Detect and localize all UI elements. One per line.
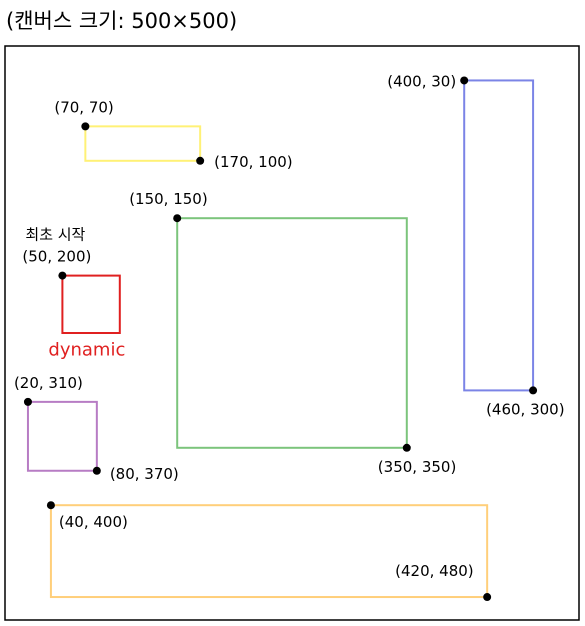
rect-purple xyxy=(26,400,98,472)
rect-yellow xyxy=(84,125,202,162)
canvas-size-title: (캔버스 크기: 500×500) xyxy=(6,9,238,33)
canvas-border xyxy=(4,45,580,621)
label-green-top-left: (150, 150) xyxy=(129,190,208,208)
point-yellow-top-left xyxy=(81,122,90,131)
rect-red xyxy=(61,274,121,335)
point-yellow-bottom-right xyxy=(196,156,205,165)
point-purple-top-left xyxy=(23,397,32,406)
point-green-top-left xyxy=(173,214,182,223)
point-green-bottom-right xyxy=(402,443,411,452)
point-purple-bottom-right xyxy=(92,466,101,475)
rect-blue xyxy=(463,79,535,392)
point-blue-top-left xyxy=(460,76,469,85)
shape-layer: (70, 70) (170, 100) (400, 30) (460, 300) (15… xyxy=(14,72,565,602)
caption-red-start: 최초 시작 xyxy=(25,226,85,244)
label-green-bottom-right: (350, 350) xyxy=(378,458,457,476)
point-orange-bottom-right xyxy=(483,593,492,602)
label-red-top-left: (50, 200) xyxy=(22,248,91,266)
point-orange-top-left xyxy=(46,501,55,510)
label-blue-bottom-right: (460, 300) xyxy=(486,400,565,418)
label-purple-bottom-right: (80, 370) xyxy=(110,465,179,483)
label-purple-top-left: (20, 310) xyxy=(14,374,83,392)
label-blue-top-left: (400, 30) xyxy=(387,72,456,90)
caption-red-dynamic: dynamic xyxy=(48,340,125,361)
point-red-top-left xyxy=(58,271,67,280)
label-orange-bottom-right: (420, 480) xyxy=(395,562,474,580)
label-yellow-bottom-right: (170, 100) xyxy=(214,153,293,171)
rect-orange xyxy=(49,504,489,599)
point-blue-bottom-right xyxy=(529,386,538,395)
label-yellow-top-left: (70, 70) xyxy=(54,98,113,116)
label-orange-top-left: (40, 400) xyxy=(59,513,128,531)
rect-green xyxy=(176,217,408,449)
